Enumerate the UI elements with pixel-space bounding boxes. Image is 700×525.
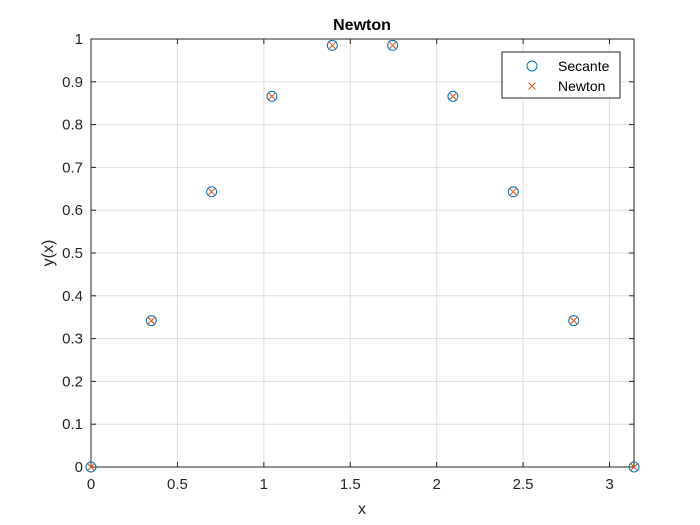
chart-title: Newton	[333, 17, 391, 34]
y-tick-label: 0.5	[62, 245, 83, 262]
y-tick-label: 0.3	[62, 331, 83, 348]
data-point-secante	[206, 186, 218, 198]
y-tick-label: 0	[75, 459, 83, 476]
data-point-newton	[509, 187, 518, 196]
x-tick-label: 3	[605, 476, 613, 493]
data-point-secante	[145, 315, 157, 327]
data-point-secante	[266, 90, 278, 102]
ticks	[90, 38, 634, 468]
x-tick-label: 2.5	[513, 476, 534, 493]
data-point-newton	[87, 463, 95, 471]
data-point-secante	[507, 186, 519, 198]
y-tick-labels: 0 0.1 0.2 0.3 0.4 0.5 0.6 0.7 0.8 0.9 1	[62, 31, 83, 476]
y-tick-label: 0.8	[62, 117, 83, 134]
data-point-newton	[388, 41, 397, 50]
data-point-secante	[628, 461, 640, 473]
data-point-newton	[207, 187, 216, 196]
y-tick-label: 0.4	[62, 288, 83, 305]
data-point-secante	[326, 39, 338, 51]
data-markers	[85, 39, 640, 473]
y-tick-label: 0.7	[62, 159, 83, 176]
y-tick-label: 0.1	[62, 416, 83, 433]
legend-label-secante: Secante	[558, 58, 610, 74]
x-axis-label: x	[358, 501, 366, 518]
y-tick-label: 0.6	[62, 202, 83, 219]
x-tick-label: 0	[87, 476, 95, 493]
data-point-secante	[447, 90, 459, 102]
x-tick-label: 1.5	[340, 476, 361, 493]
x-tick-label: 1	[260, 476, 268, 493]
data-point-newton	[328, 41, 337, 50]
data-point-newton	[630, 463, 638, 471]
legend-box	[501, 51, 621, 99]
y-axis-label: y(x)	[40, 240, 57, 267]
data-point-secante	[85, 461, 97, 473]
x-tick-label: 0.5	[167, 476, 188, 493]
y-tick-label: 0.2	[62, 373, 83, 390]
data-point-newton	[268, 92, 276, 101]
y-tick-label: 0.9	[62, 74, 83, 91]
legend-label-newton: Newton	[558, 78, 605, 94]
legend-marker-newton	[528, 82, 536, 90]
x-tick-label: 2	[433, 476, 441, 493]
legend: Secante Newton	[501, 51, 621, 99]
data-point-newton	[449, 92, 457, 101]
data-point-secante	[568, 315, 580, 327]
data-point-newton	[569, 316, 578, 325]
data-point-newton	[147, 316, 156, 325]
y-tick-label: 1	[75, 31, 83, 48]
x-tick-labels: 0 0.5 1 1.5 2 2.5 3	[87, 476, 614, 493]
legend-marker-secante	[526, 60, 538, 72]
data-point-secante	[387, 39, 399, 51]
